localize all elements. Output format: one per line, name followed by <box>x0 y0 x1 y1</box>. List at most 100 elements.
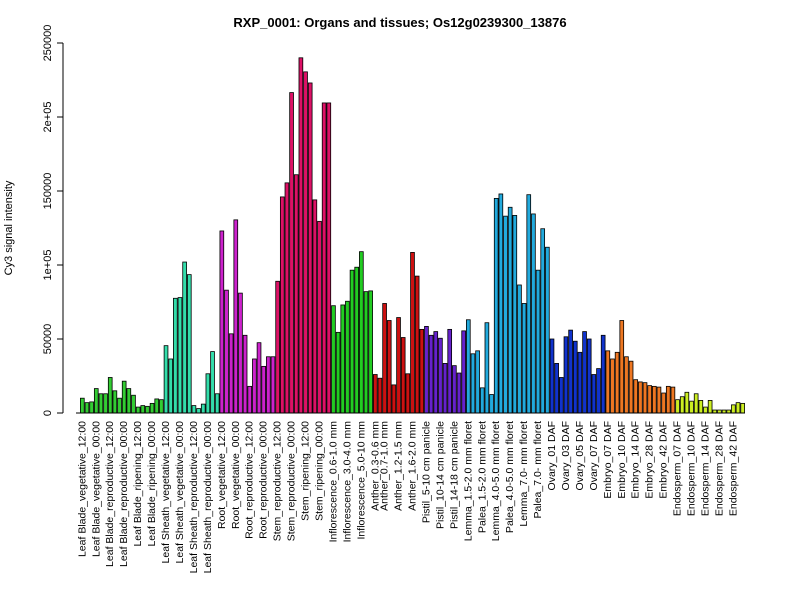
bar <box>577 351 583 414</box>
x-tick-label: Anther_1.2-1.5 mm <box>393 421 405 511</box>
bar <box>326 102 332 414</box>
bars-group <box>80 57 745 414</box>
bar <box>679 396 685 414</box>
bar <box>80 397 85 414</box>
bar <box>354 266 360 414</box>
bar <box>665 385 671 414</box>
bar <box>642 382 648 414</box>
bar <box>168 358 173 414</box>
y-tick-label: 150000 <box>42 173 54 210</box>
bar <box>405 373 411 414</box>
bar <box>638 381 643 414</box>
bar <box>163 345 169 414</box>
bar <box>238 292 243 414</box>
x-tick-label: Anther_1.6-2.0 mm <box>407 421 419 511</box>
x-tick-label: Embryo_42 DAF <box>658 421 670 499</box>
x-tick-label: Ovary_03 DAF <box>560 421 572 490</box>
bar <box>452 365 457 414</box>
bar <box>103 393 108 414</box>
bar <box>419 328 425 414</box>
bar <box>512 215 518 414</box>
bar <box>438 337 443 414</box>
x-tick-label: Leaf Sheath_reproductive_12:00 <box>188 421 200 574</box>
x-tick-label: Leaf Blade_reproductive_00:00 <box>118 421 130 567</box>
x-tick-label: Root_vegetative_12:00 <box>216 421 228 529</box>
bar <box>307 82 313 414</box>
bar <box>442 363 448 414</box>
y-tick-label: 2e+05 <box>42 102 54 133</box>
bar <box>447 328 453 414</box>
bar <box>331 305 336 414</box>
bar <box>233 219 239 414</box>
bar <box>582 331 587 414</box>
x-tick-label: Embryo_07 DAF <box>602 421 614 499</box>
x-tick-label: Pistil_14-18 cm panicle <box>448 421 460 529</box>
y-tick-label: 250000 <box>42 25 54 62</box>
x-tick-label: Leaf Sheath_reproductive_00:00 <box>202 421 214 574</box>
bar <box>345 300 350 414</box>
bar <box>173 297 178 414</box>
bar <box>693 393 699 414</box>
bar <box>498 193 504 414</box>
bar <box>228 333 234 414</box>
bar <box>559 377 564 414</box>
bar <box>135 406 141 414</box>
bar <box>661 392 666 414</box>
x-tick-label: Leaf Sheath_vegetative_00:00 <box>174 421 186 564</box>
x-tick-label: Embryo_14 DAF <box>630 421 642 499</box>
bar <box>479 387 485 414</box>
bar <box>368 290 373 414</box>
x-tick-label: Root_reproductive_00:00 <box>258 421 270 539</box>
y-tick-label: 50000 <box>42 324 54 355</box>
bar <box>605 350 611 414</box>
bar <box>145 405 150 414</box>
x-tick-label: Stem_ripening_12:00 <box>300 421 312 521</box>
bar <box>572 340 578 414</box>
y-tick-label: 0 <box>42 410 54 416</box>
x-tick-label: Embryo_28 DAF <box>644 421 656 499</box>
bar <box>149 402 155 414</box>
x-tick-label: Pistil_10-14 cm panicle <box>434 421 446 529</box>
bar <box>428 334 434 414</box>
bar <box>279 196 285 414</box>
bar <box>684 391 690 414</box>
bar <box>456 372 462 414</box>
bar <box>656 386 662 414</box>
x-tick-label: Lemma_4.0-5.0 mm floret <box>490 421 502 541</box>
bar <box>177 297 183 414</box>
bar <box>675 399 680 414</box>
bar <box>670 386 676 414</box>
bar <box>549 338 555 414</box>
bar <box>191 405 197 414</box>
bar <box>400 337 406 414</box>
bar <box>698 400 704 414</box>
bar <box>535 269 541 414</box>
bar <box>372 374 378 414</box>
bar <box>410 252 415 414</box>
bar <box>628 360 634 414</box>
bar <box>349 269 355 414</box>
x-tick-label: Ovary_05 DAF <box>574 421 586 490</box>
bar <box>289 92 294 414</box>
bar <box>489 394 494 414</box>
bar <box>335 331 341 414</box>
bar <box>312 199 318 414</box>
bar <box>647 385 652 414</box>
bar <box>98 393 104 414</box>
bar <box>414 275 420 414</box>
bar <box>363 291 369 414</box>
x-tick-label: Leaf Blade_ripening_00:00 <box>146 421 158 547</box>
bar <box>531 213 536 414</box>
bar <box>340 304 346 414</box>
bar <box>545 246 550 414</box>
bar <box>526 194 532 414</box>
bar <box>317 220 322 414</box>
x-tick-label: Leaf Blade_reproductive_12:00 <box>104 421 116 567</box>
x-tick-label: Ovary_07 DAF <box>588 421 600 490</box>
x-tick-label: Ovary_01 DAF <box>546 421 558 490</box>
bar <box>298 57 304 414</box>
bar <box>121 380 127 414</box>
x-tick-label: Lemma_1.5-2.0 mm floret <box>462 421 474 541</box>
x-tick-label: Leaf Sheath_vegetative_12:00 <box>160 421 172 564</box>
y-axis: 0 50000 1e+05 150000 2e+05 250000 <box>42 25 64 416</box>
